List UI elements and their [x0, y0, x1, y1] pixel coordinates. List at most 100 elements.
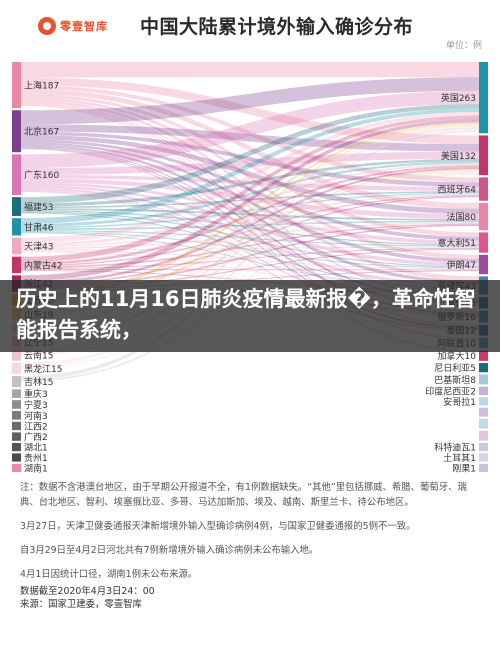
- left-node-bar: [12, 410, 21, 420]
- brand-name: 零壹智库: [60, 20, 108, 33]
- sankey-link: [21, 247, 479, 270]
- data-date: 数据截至2020年4月3日24：00: [20, 586, 155, 597]
- left-node-label: 湖南1: [24, 462, 48, 474]
- sankey-link: [21, 99, 479, 281]
- right-node-label: 加拿大10: [438, 350, 477, 362]
- brand-logo-icon: [38, 17, 56, 35]
- sankey-link: [21, 77, 479, 144]
- right-node-label: 科特迪瓦1: [434, 441, 476, 453]
- sankey-link: [21, 248, 479, 288]
- sankey-link: [21, 251, 479, 291]
- right-node-label: 法国80: [447, 211, 477, 223]
- right-node-label: 英国263: [441, 92, 476, 104]
- left-node-label: 广西2: [24, 431, 48, 443]
- left-node-bar: [12, 376, 21, 388]
- sankey-link: [21, 96, 479, 260]
- left-node-bar: [12, 421, 21, 431]
- sankey-link: [21, 163, 479, 247]
- sankey-link: [21, 174, 479, 192]
- sankey-link: [21, 193, 479, 248]
- right-node-bar: [479, 453, 488, 462]
- sankey-link: [21, 231, 479, 269]
- sankey-link: [21, 192, 479, 229]
- sankey-link: [21, 108, 479, 224]
- left-node-label: 内蒙古42: [24, 259, 62, 271]
- sankey-link: [21, 270, 479, 289]
- sankey-link: [21, 105, 479, 353]
- right-node-bar: [479, 397, 488, 406]
- left-node-bar: [12, 218, 21, 236]
- sankey-link: [21, 131, 479, 187]
- right-node-label: 美国132: [441, 150, 476, 162]
- left-node-label: 天津43: [24, 242, 53, 253]
- sankey-link: [21, 104, 479, 341]
- right-node-bar: [479, 135, 488, 176]
- sankey-link: [21, 173, 479, 382]
- left-node-label: 甘肃46: [24, 221, 54, 233]
- left-node-bar: [12, 62, 21, 109]
- left-node-bar: [12, 389, 21, 398]
- sankey-link: [21, 196, 479, 286]
- left-node-label: 北京167: [24, 126, 59, 138]
- sankey-link: [21, 187, 479, 288]
- sankey-link: [21, 182, 479, 245]
- sankey-link: [21, 115, 479, 263]
- headline-text: 历史上的11月16日肺炎疫情最新报�，革命性智能报告系统，: [16, 287, 476, 342]
- sankey-link: [21, 224, 479, 287]
- sankey-link: [21, 148, 479, 330]
- unit-label: 单位：例: [446, 41, 483, 51]
- sankey-link: [21, 147, 479, 316]
- right-node-bar: [479, 418, 488, 429]
- right-node-label: 巴基斯坦8: [434, 374, 476, 386]
- left-node-bar: [12, 197, 21, 216]
- right-node-label: 西班牙64: [438, 184, 477, 196]
- footer: 数据截至2020年4月3日24：00 来源：国家卫建委，零壹智库: [20, 585, 155, 611]
- right-node-bar: [479, 442, 488, 452]
- sankey-link: [21, 220, 479, 231]
- sankey-link: [21, 208, 479, 221]
- sankey-link: [21, 189, 479, 304]
- left-node-label: 福建53: [24, 201, 53, 213]
- brand-logo: 零壹智库: [38, 17, 108, 35]
- note-3: 自3月29日至4月2日河北共有7例新增境外输入确诊病例未公布输入地。: [20, 545, 319, 556]
- note-1: 注：数据不含港澳台地区，由于早期公开报道不全，有1例数据缺失。“其他”里包括挪威…: [20, 482, 467, 508]
- right-node-label: 土耳其1: [443, 452, 476, 464]
- sankey-link: [21, 151, 479, 175]
- sankey-link: [21, 90, 479, 169]
- note-4: 4月1日因统计口径，湖南1例未公布来源。: [20, 569, 198, 580]
- right-node-bar: [479, 463, 488, 472]
- left-node-label: 江西2: [24, 421, 48, 432]
- sankey-link: [21, 124, 479, 152]
- sankey-link: [21, 118, 479, 281]
- sankey-link: [21, 102, 479, 314]
- sankey-links: [21, 62, 479, 382]
- sankey-link: [21, 194, 479, 267]
- sankey-link: [21, 141, 479, 263]
- note-2: 3月27日，天津卫健委通报天津新增境外输入型确诊病例4例，与国家卫健委通报的5例…: [20, 521, 416, 532]
- right-node-label: 意大利51: [438, 237, 476, 249]
- sankey-link: [21, 250, 479, 270]
- right-node-bar: [479, 350, 488, 361]
- sankey-link: [21, 128, 479, 354]
- sankey-link: [21, 169, 479, 301]
- right-node-label: 印度尼西亚2: [425, 385, 476, 397]
- sankey-link: [21, 222, 479, 250]
- sankey-link: [21, 93, 479, 237]
- sankey-link: [21, 172, 479, 356]
- sankey-link: [21, 223, 479, 269]
- right-node-bar: [479, 254, 488, 275]
- left-node-bar: [12, 110, 21, 153]
- sankey-link: [21, 146, 479, 302]
- sankey-link: [21, 144, 479, 284]
- right-node-bar: [479, 386, 488, 396]
- left-node-bar: [12, 432, 21, 441]
- sankey-link: [21, 178, 479, 220]
- right-node-bar: [479, 62, 488, 134]
- left-node-bar: [12, 154, 21, 195]
- sankey-link: [21, 190, 479, 318]
- sankey-link: [21, 230, 479, 247]
- sankey-link: [21, 125, 479, 327]
- right-node-label: 安哥拉1: [443, 396, 476, 408]
- left-node-label: 广东160: [24, 169, 59, 181]
- sankey-link: [21, 269, 479, 271]
